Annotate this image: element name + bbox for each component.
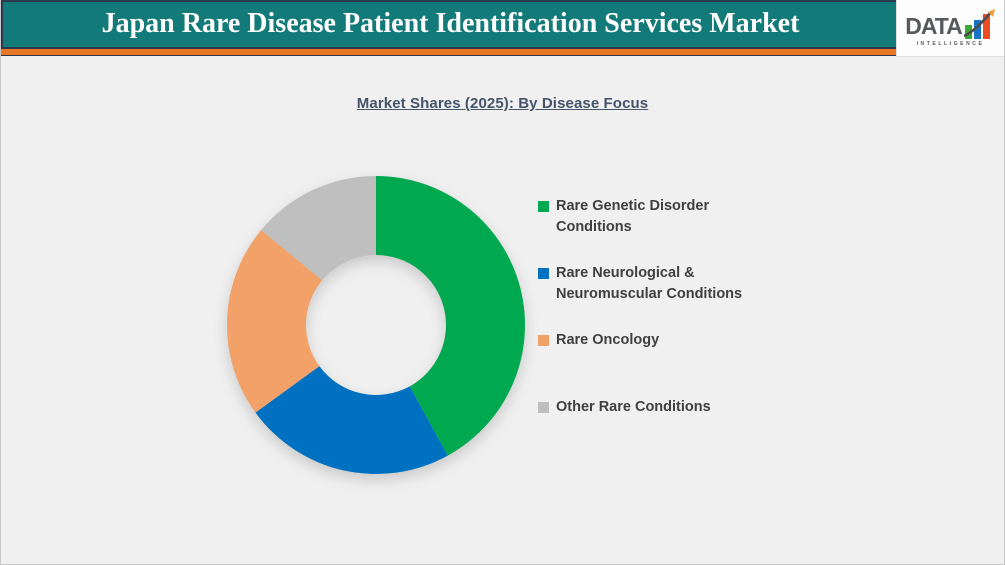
legend-item: Rare Neurological & Neuromuscular Condit… [538, 263, 743, 330]
donut-slice-1 [376, 176, 525, 456]
logo-brand-text: DATA [905, 13, 962, 39]
legend-label: Rare Neurological & Neuromuscular Condit… [556, 265, 743, 302]
donut-slice-4 [261, 176, 376, 281]
legend-item: Rare Oncology [538, 330, 743, 397]
donut-slice-3 [226, 230, 323, 413]
legend-label: Other Rare Conditions [556, 399, 711, 415]
legend-swatch-icon [538, 201, 549, 212]
legend-label: Rare Oncology [556, 332, 660, 348]
logo: DATA INTELLIGENCE [896, 0, 1004, 57]
donut-chart [226, 176, 525, 474]
legend-swatch-icon [538, 402, 549, 413]
page-title: Japan Rare Disease Patient Identificatio… [101, 7, 800, 39]
chart-title: Market Shares (2025): By Disease Focus [356, 95, 649, 112]
legend-swatch-icon [538, 335, 549, 346]
donut-slice-2 [255, 366, 448, 474]
legend-item: Other Rare Conditions [538, 397, 743, 418]
header-orange-stripe [1, 49, 898, 56]
logo-barchart-icon [963, 9, 995, 39]
legend-label: Rare Genetic Disorder Conditions [556, 198, 710, 235]
logo-row: DATA [905, 9, 995, 39]
legend-swatch-icon [538, 268, 549, 279]
legend-item: Rare Genetic Disorder Conditions [538, 196, 743, 263]
chart-legend: Rare Genetic Disorder Conditions Rare Neu… [538, 196, 743, 418]
header-banner: Japan Rare Disease Patient Identificatio… [1, 0, 898, 49]
logo-subtext: INTELLIGENCE [916, 41, 985, 47]
